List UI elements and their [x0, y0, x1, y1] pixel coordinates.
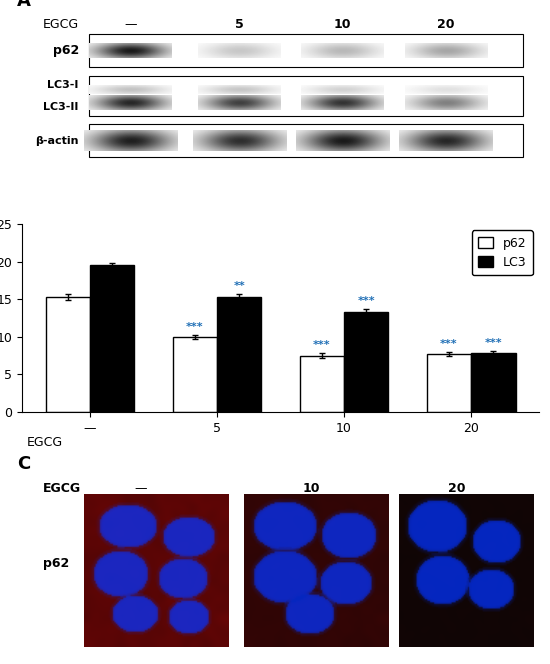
Text: ***: *** — [313, 341, 331, 351]
Legend: p62, LC3: p62, LC3 — [472, 230, 533, 275]
Text: 20: 20 — [448, 482, 465, 495]
Text: A: A — [17, 0, 31, 11]
Text: p62: p62 — [43, 557, 69, 570]
Text: **: ** — [233, 281, 245, 291]
Bar — [90, 266, 134, 412]
Text: —: — — [124, 18, 137, 31]
Text: 10: 10 — [334, 18, 351, 31]
Text: LC3-I: LC3-I — [47, 80, 79, 90]
Bar — [300, 356, 344, 412]
Bar — [46, 297, 90, 412]
Text: —: — — [135, 482, 147, 495]
Text: ***: *** — [485, 338, 502, 348]
Text: EGCG: EGCG — [43, 18, 79, 31]
Text: 10: 10 — [302, 482, 320, 495]
Text: EGCG: EGCG — [26, 436, 63, 450]
Text: C: C — [17, 455, 30, 473]
Text: LC3-II: LC3-II — [43, 102, 79, 112]
Text: ***: *** — [186, 321, 204, 331]
Bar — [173, 337, 217, 412]
Text: ***: *** — [358, 296, 375, 306]
Bar — [89, 124, 524, 157]
Text: p62: p62 — [53, 44, 79, 57]
Text: 20: 20 — [437, 18, 455, 31]
Bar — [344, 312, 388, 412]
Text: ***: *** — [440, 339, 458, 349]
Bar — [89, 34, 524, 68]
Bar — [217, 297, 261, 412]
Bar — [89, 76, 524, 116]
Bar — [427, 354, 471, 412]
Text: β-actin: β-actin — [35, 135, 79, 145]
Bar — [471, 353, 515, 412]
Text: 5: 5 — [235, 18, 244, 31]
Text: EGCG: EGCG — [43, 482, 81, 495]
